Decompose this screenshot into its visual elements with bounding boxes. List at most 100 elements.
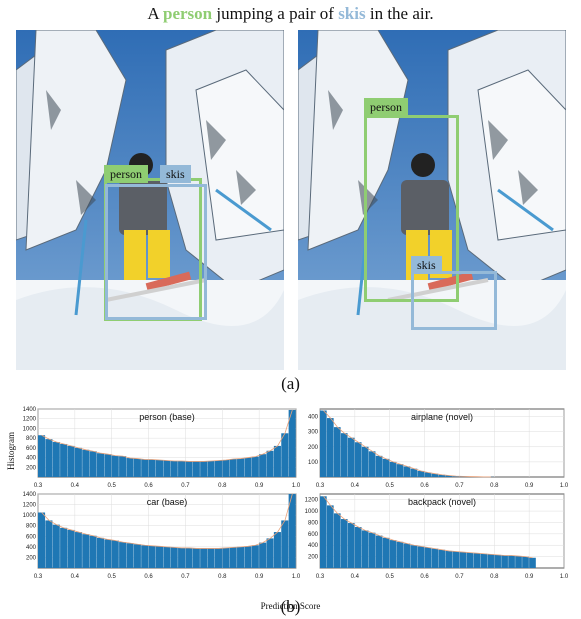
histogram-bar [410, 545, 418, 568]
histogram-bar [340, 519, 348, 568]
histogram-bar [229, 547, 237, 568]
histogram-bar [111, 540, 119, 568]
histogram-bar [192, 461, 200, 477]
x-tick-label: 1.0 [292, 483, 301, 489]
histogram-bar [52, 442, 60, 477]
histogram-bar [515, 556, 522, 568]
x-tick-label: 1.0 [560, 574, 569, 580]
histogram-bar [67, 529, 75, 568]
histogram-bar [522, 556, 529, 568]
figure-caption: A person jumping a pair of skis in the a… [0, 4, 581, 24]
x-tick-label: 0.3 [34, 574, 43, 580]
y-tick-label: 1200 [23, 417, 37, 423]
histogram-bar [259, 454, 267, 477]
x-tick-label: 0.4 [351, 574, 360, 580]
skis-label: skis [160, 165, 191, 183]
histogram-bar [266, 538, 274, 568]
histogram-bar [438, 549, 446, 568]
histogram-bar [354, 527, 362, 568]
histogram-bar [82, 449, 90, 477]
histogram-bar [431, 473, 439, 477]
histogram-bar [74, 447, 82, 477]
x-tick-label: 0.3 [34, 483, 43, 489]
x-tick-label: 0.7 [455, 574, 464, 580]
histogram-bar [347, 437, 355, 477]
histogram-bar [326, 505, 334, 568]
left-detection-image: person skis [16, 30, 284, 370]
histogram-bar [96, 537, 105, 568]
y-tick-label: 1000 [23, 513, 37, 519]
histogram-bar [389, 461, 397, 477]
y-tick-label: 400 [26, 545, 37, 551]
histogram-bar [273, 445, 281, 477]
histogram-bar [487, 554, 494, 568]
histogram-bar [214, 460, 222, 477]
histogram-bar [288, 409, 296, 477]
histogram-bar [251, 456, 259, 477]
right-detection-image: person skis [298, 30, 566, 370]
histogram-bar [417, 546, 425, 568]
caption-text: jumping a pair of [212, 4, 339, 23]
histogram-bar [185, 547, 193, 568]
histogram-bar [82, 534, 90, 568]
x-axis-label: Prediction Score [260, 601, 321, 611]
histogram-bar [38, 435, 46, 477]
histogram-bar [67, 445, 75, 477]
histogram-bar [170, 547, 178, 568]
histogram-bar [133, 458, 141, 477]
histogram-bar [148, 545, 156, 568]
histogram-bar [333, 427, 341, 477]
histogram-bar [89, 451, 97, 477]
histogram-title: backpack (novel) [408, 497, 476, 507]
histogram-bar [89, 535, 97, 568]
histogram-bar [207, 548, 215, 568]
histogram-bar [237, 458, 245, 477]
histogram-bar [320, 496, 327, 568]
histogram-title: car (base) [147, 497, 188, 507]
histogram-bar [382, 458, 390, 477]
histogram-bar [396, 541, 404, 568]
x-tick-label: 0.9 [255, 483, 264, 489]
y-tick-label: 1400 [23, 492, 37, 498]
histogram-title: airplane (novel) [411, 412, 473, 422]
histogram-bar [178, 547, 186, 568]
x-tick-label: 0.8 [490, 574, 499, 580]
histogram-bar [133, 544, 141, 568]
histogram-backpack-novel: 0.3 0.4 0.5 0.6 0.7 0.8 0.9 1.0 200 400 600 800 1000… [305, 493, 569, 580]
density-curve [323, 410, 491, 478]
x-tick-label: 0.4 [71, 483, 80, 489]
histogram-bar [347, 523, 355, 568]
histogram-bar [368, 532, 376, 568]
y-tick-label: 600 [26, 534, 37, 540]
histogram-bar [185, 461, 193, 477]
histogram-bar [259, 542, 267, 568]
x-tick-label: 0.6 [420, 574, 429, 580]
histogram-bar [508, 555, 515, 568]
histogram-bar [45, 439, 53, 477]
histogram-bar [288, 494, 296, 568]
y-tick-label: 800 [308, 520, 319, 526]
y-tick-label: 1000 [305, 509, 319, 515]
histogram-bar [273, 532, 281, 568]
histogram-bar [382, 537, 390, 568]
x-tick-label: 0.5 [108, 574, 117, 580]
histogram-bar [163, 546, 171, 568]
histogram-bar [375, 535, 383, 568]
skier-photo-right [298, 30, 566, 370]
histogram-bar [229, 459, 237, 477]
histogram-bar [403, 543, 411, 568]
density-curve [41, 493, 293, 549]
x-tick-label: 1.0 [560, 483, 569, 489]
histogram-bar [361, 446, 369, 477]
histogram-bar [104, 454, 112, 477]
person-label: person [104, 165, 148, 183]
histogram-bar [178, 460, 186, 477]
histogram-person-base: 0.3 0.4 0.5 0.6 0.7 0.8 0.9 1.0 200 400 600 800 1000… [23, 407, 301, 489]
y-tick-label: 600 [26, 446, 37, 452]
histogram-bar [244, 546, 252, 568]
y-tick-label: 200 [26, 465, 37, 471]
histogram-bar [326, 418, 334, 477]
histogram-bar [452, 551, 460, 568]
skis-bbox [411, 271, 497, 330]
histogram-bar [119, 542, 127, 568]
